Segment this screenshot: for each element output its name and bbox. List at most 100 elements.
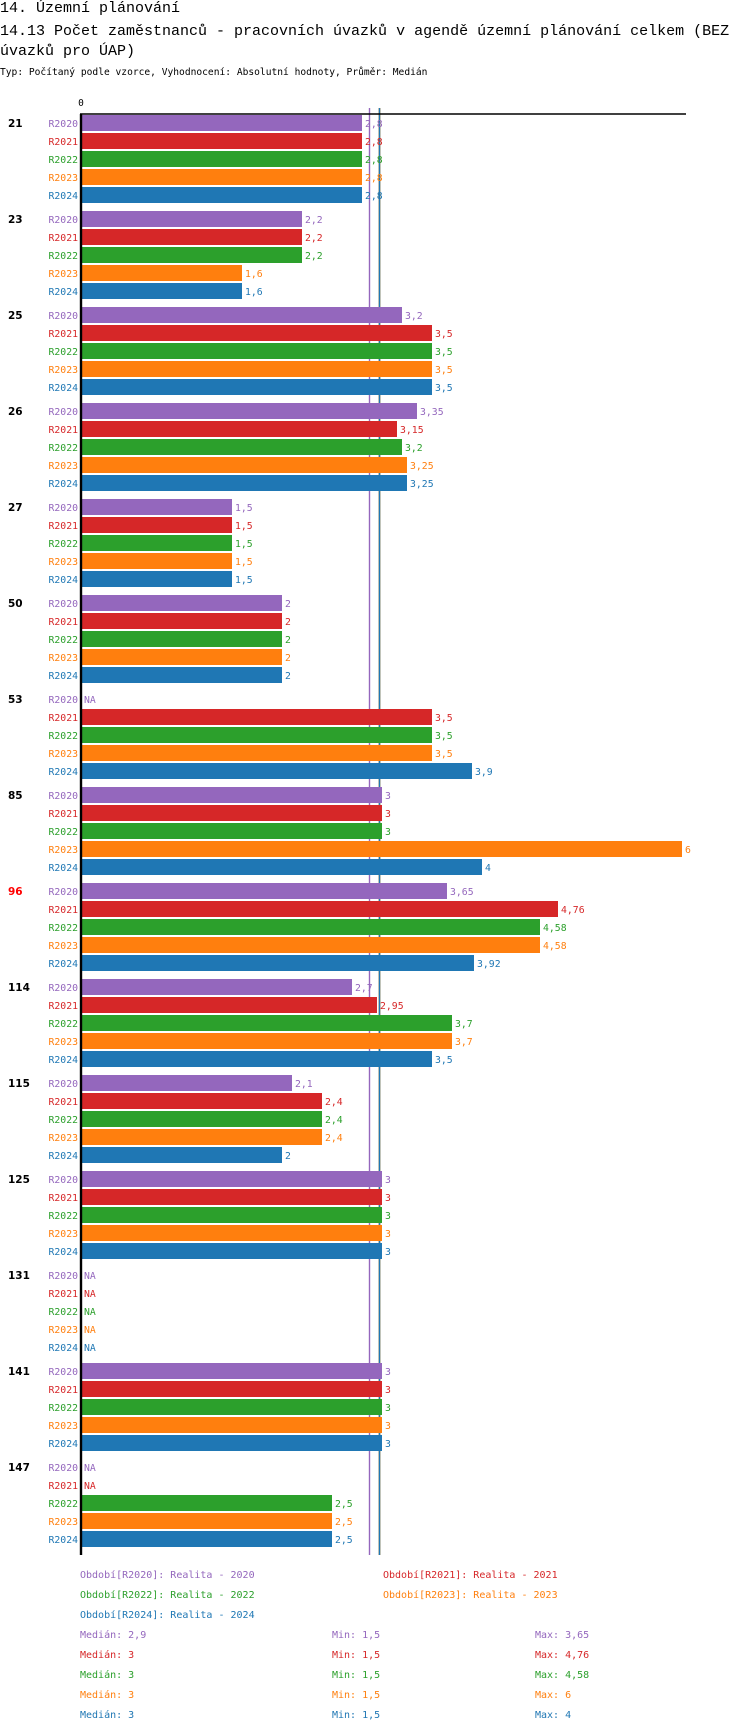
value-label: 1,5: [235, 539, 253, 550]
bar: [82, 307, 402, 323]
legend-item-r2023: Období[R2023]: Realita - 2023: [383, 1590, 558, 1601]
value-label: 3: [385, 1247, 391, 1258]
value-label: 2,1: [295, 1079, 313, 1090]
bar: [82, 1051, 432, 1067]
series-row-label: R2021: [49, 1001, 79, 1012]
bar: [82, 211, 302, 227]
category-label: 114: [8, 982, 30, 994]
median-stat-r2021: Medián: 3: [80, 1650, 135, 1661]
value-label: 2,8: [365, 137, 383, 148]
value-label: 1,5: [235, 557, 253, 568]
bar: [82, 595, 282, 611]
series-row-label: R2024: [49, 1247, 79, 1258]
bar: [82, 151, 362, 167]
value-label: 3,5: [435, 329, 453, 340]
value-label: 2,8: [365, 191, 383, 202]
category-label: 26: [8, 406, 23, 418]
series-row-label: R2020: [49, 1175, 79, 1186]
series-row-label: R2022: [49, 539, 79, 550]
max-stat-r2023: Max: 6: [535, 1690, 572, 1701]
min-stat-r2024: Min: 1,5: [332, 1710, 381, 1721]
value-label: 2,8: [365, 155, 383, 166]
series-row-label: R2022: [49, 923, 79, 934]
max-stat-r2024: Max: 4: [535, 1710, 572, 1721]
value-label: 3,5: [435, 365, 453, 376]
category-label: 27: [8, 502, 23, 514]
bar: [82, 805, 382, 821]
value-label: 1,5: [235, 503, 253, 514]
bar: [82, 1381, 382, 1397]
value-label: 3: [385, 1175, 391, 1186]
value-label: 2: [285, 1151, 291, 1162]
legend-item-r2024: Období[R2024]: Realita - 2024: [80, 1610, 255, 1621]
series-row-label: R2020: [49, 1079, 79, 1090]
value-label: 4,58: [543, 941, 567, 952]
series-row-label: R2024: [49, 959, 79, 970]
value-label: 3: [385, 1229, 391, 1240]
series-row-label: R2023: [49, 1421, 79, 1432]
series-row-label: R2023: [49, 269, 79, 280]
value-label: 3: [385, 827, 391, 838]
bar: [82, 229, 302, 245]
series-row-label: R2020: [49, 407, 79, 418]
value-label: 2,2: [305, 251, 323, 262]
series-row-label: R2020: [49, 887, 79, 898]
series-row-label: R2022: [49, 635, 79, 646]
bar: [82, 859, 482, 875]
median-stat-r2024: Medián: 3: [80, 1710, 135, 1721]
median-stat-r2023: Medián: 3: [80, 1690, 135, 1701]
series-row-label: R2023: [49, 173, 79, 184]
value-label: NA: [84, 1307, 96, 1318]
bar-chart: 0 21 R2020 2,8 R2021 2,8 R2022 2,8 R2023 2,8 R202…: [8, 98, 691, 1555]
category-label: 96: [8, 886, 23, 898]
category-label: 21: [8, 118, 23, 130]
min-stat-r2023: Min: 1,5: [332, 1690, 381, 1701]
bar: [82, 1189, 382, 1205]
value-label: 2,2: [305, 233, 323, 244]
value-label: 3: [385, 1439, 391, 1450]
value-label: 3,35: [420, 407, 444, 418]
bar: [82, 823, 382, 839]
series-row-label: R2023: [49, 749, 79, 760]
series-row-label: R2023: [49, 1325, 79, 1336]
value-label: 2: [285, 617, 291, 628]
bar: [82, 169, 362, 185]
bar: [82, 1399, 382, 1415]
value-label: 1,6: [245, 287, 263, 298]
value-label: NA: [84, 1343, 96, 1354]
series-row-label: R2021: [49, 713, 79, 724]
legend-item-r2021: Období[R2021]: Realita - 2021: [383, 1570, 558, 1581]
series-row-label: R2022: [49, 1499, 79, 1510]
min-stat-r2022: Min: 1,5: [332, 1670, 381, 1681]
series-row-label: R2024: [49, 383, 79, 394]
value-label: NA: [84, 1271, 96, 1282]
series-row-label: R2020: [49, 503, 79, 514]
series-row-label: R2023: [49, 653, 79, 664]
bar: [82, 901, 558, 917]
series-row-label: R2022: [49, 347, 79, 358]
category-label: 115: [8, 1078, 30, 1090]
max-stat-r2020: Max: 3,65: [535, 1630, 590, 1641]
series-row-label: R2021: [49, 1193, 79, 1204]
bar: [82, 265, 242, 281]
series-row-label: R2024: [49, 863, 79, 874]
bar: [82, 361, 432, 377]
series-row-label: R2022: [49, 827, 79, 838]
category-label: 50: [8, 598, 23, 610]
value-label: 1,5: [235, 575, 253, 586]
series-row-label: R2021: [49, 809, 79, 820]
value-label: 3: [385, 1367, 391, 1378]
bar: [82, 1495, 332, 1511]
bar: [82, 187, 362, 203]
series-row-label: R2021: [49, 1481, 79, 1492]
value-label: 3,7: [455, 1019, 473, 1030]
series-row-label: R2020: [49, 1463, 79, 1474]
bar: [82, 439, 402, 455]
series-row-label: R2023: [49, 1229, 79, 1240]
category-label: 23: [8, 214, 23, 226]
bar: [82, 613, 282, 629]
value-label: 2,4: [325, 1115, 343, 1126]
value-label: 2,7: [355, 983, 373, 994]
axes: 0: [78, 98, 686, 1555]
bar: [82, 1015, 452, 1031]
